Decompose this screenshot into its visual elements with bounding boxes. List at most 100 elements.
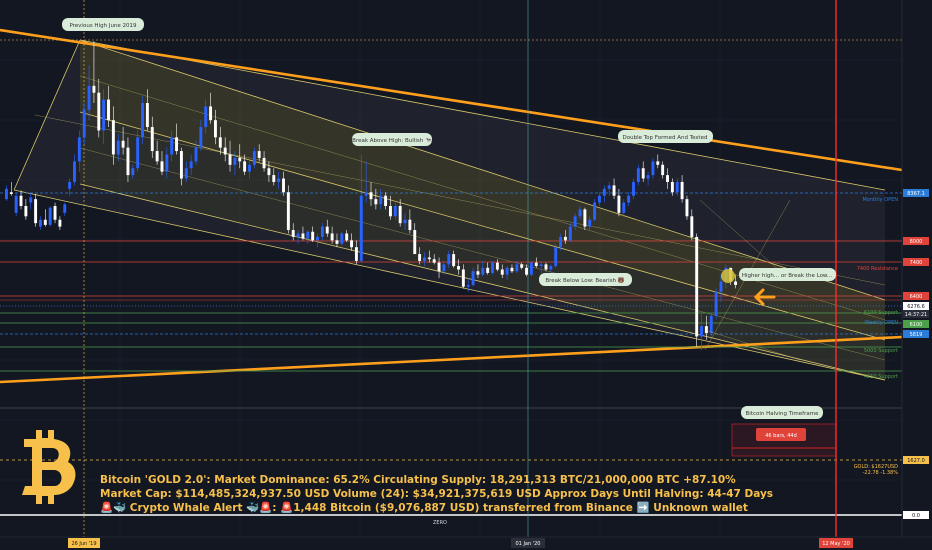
candle-body — [568, 226, 572, 241]
channel-fill-outer — [14, 40, 885, 380]
candle-body — [87, 85, 91, 110]
candle-body — [77, 137, 81, 162]
candle-body — [690, 216, 694, 237]
candle-body — [92, 85, 96, 93]
candle-body — [335, 240, 339, 244]
candle-body — [471, 271, 475, 285]
candle-body — [9, 192, 13, 194]
support-trendline — [0, 335, 903, 384]
hud-line-1: Bitcoin 'GOLD 2.0': Market Dominance: 65… — [100, 474, 736, 486]
left-arrow-icon — [753, 288, 776, 306]
candle-body — [588, 219, 592, 227]
candle-body — [145, 103, 149, 128]
candle-body — [418, 254, 422, 261]
candle-body — [495, 262, 499, 270]
candle-body — [384, 195, 388, 206]
candle-body — [179, 151, 183, 179]
candle-body — [68, 181, 72, 189]
candle-body — [559, 236, 563, 248]
level-5000: 5000 Support — [864, 348, 898, 354]
callout-break-below-text: Break Below Low: Bearish 🐻 — [545, 276, 624, 284]
price-tag-8367: 8367.1 — [907, 191, 925, 197]
callout-break-above-text: Break Above High: Bullish 🐄 — [352, 137, 432, 144]
callout-higher-high: Higher high... or Break the Low... — [739, 268, 836, 281]
candle-body — [563, 236, 567, 241]
candle-body — [374, 199, 378, 205]
candle-body — [330, 233, 334, 241]
candle-body — [150, 127, 154, 152]
price-tag-last: 6276.6 — [907, 304, 925, 310]
candle-body — [539, 264, 543, 267]
candle-body — [413, 230, 417, 255]
candle-body — [204, 106, 208, 128]
candle-body — [670, 181, 674, 193]
candle-body — [612, 185, 616, 196]
candle-body — [199, 127, 203, 148]
candle-body — [58, 219, 62, 227]
resistance-trendline — [0, 28, 903, 172]
time-axis — [0, 537, 932, 550]
candle-body — [607, 185, 611, 189]
level-6100: 6100 Support — [864, 310, 898, 316]
candle-body — [102, 99, 106, 131]
candle-body — [423, 257, 426, 261]
candle-body — [427, 257, 431, 260]
candle-body — [223, 147, 227, 155]
candle-body — [53, 206, 57, 220]
candle-body — [184, 168, 188, 179]
candle-body — [437, 262, 441, 272]
candle-body — [466, 284, 470, 287]
candle-body — [685, 199, 689, 217]
candle-body — [218, 137, 222, 148]
candle-body — [257, 151, 261, 158]
zero-label: ZERO — [433, 520, 447, 526]
price-tag-8000: 8000 — [910, 239, 923, 245]
candle-body — [515, 264, 519, 272]
candle-body — [34, 199, 38, 224]
candle-body — [520, 264, 524, 268]
price-tag-time: 14:37:21 — [905, 312, 927, 318]
candle-body — [714, 291, 718, 316]
candle-body — [598, 195, 601, 203]
price-tag-7400: 7400 — [910, 260, 923, 266]
candle-body — [675, 181, 679, 193]
candle-body — [228, 154, 232, 165]
candle-body — [175, 137, 179, 152]
bitcoin-logo-icon — [22, 430, 76, 504]
candle-body — [24, 206, 28, 217]
callout-halving: Bitcoin Halving Timeframe — [741, 406, 823, 419]
candle-body — [155, 151, 159, 162]
candle-body — [141, 103, 144, 138]
level-monthly-open: Monthly OPEN — [863, 197, 899, 203]
candle-body — [19, 195, 23, 206]
candle-body — [252, 151, 256, 165]
candle-body — [131, 168, 135, 176]
candle-body — [48, 207, 52, 225]
candle-body — [82, 109, 86, 138]
callout-previous-high-text: Previous High June 2019 — [69, 23, 137, 29]
callout-previous-high: Previous High June 2019 — [62, 18, 144, 31]
candle-body — [457, 266, 460, 270]
candle-body — [111, 120, 115, 155]
candle-body — [209, 106, 213, 121]
candle-body — [593, 202, 597, 220]
candle-body — [452, 254, 456, 267]
candle-body — [583, 209, 587, 227]
level-4250: 4250 Support — [864, 374, 898, 380]
date-tag-halving: 12 May '20 — [822, 541, 850, 547]
higher-high-marker — [721, 269, 735, 283]
candle-body — [170, 137, 174, 155]
candle-body — [286, 192, 290, 231]
candle-body — [646, 175, 650, 179]
candle-body — [277, 178, 281, 182]
candle-body — [262, 157, 266, 169]
candle-body — [549, 266, 553, 270]
candle-body — [602, 188, 606, 196]
candle-body — [248, 164, 251, 172]
candle-body — [43, 219, 47, 225]
candle-body — [447, 254, 451, 265]
candle-body — [656, 161, 660, 165]
candle-body — [364, 192, 368, 196]
price-tags: 8367.1 8000 7400 6400 6276.6 14:37:21 61… — [903, 189, 929, 519]
